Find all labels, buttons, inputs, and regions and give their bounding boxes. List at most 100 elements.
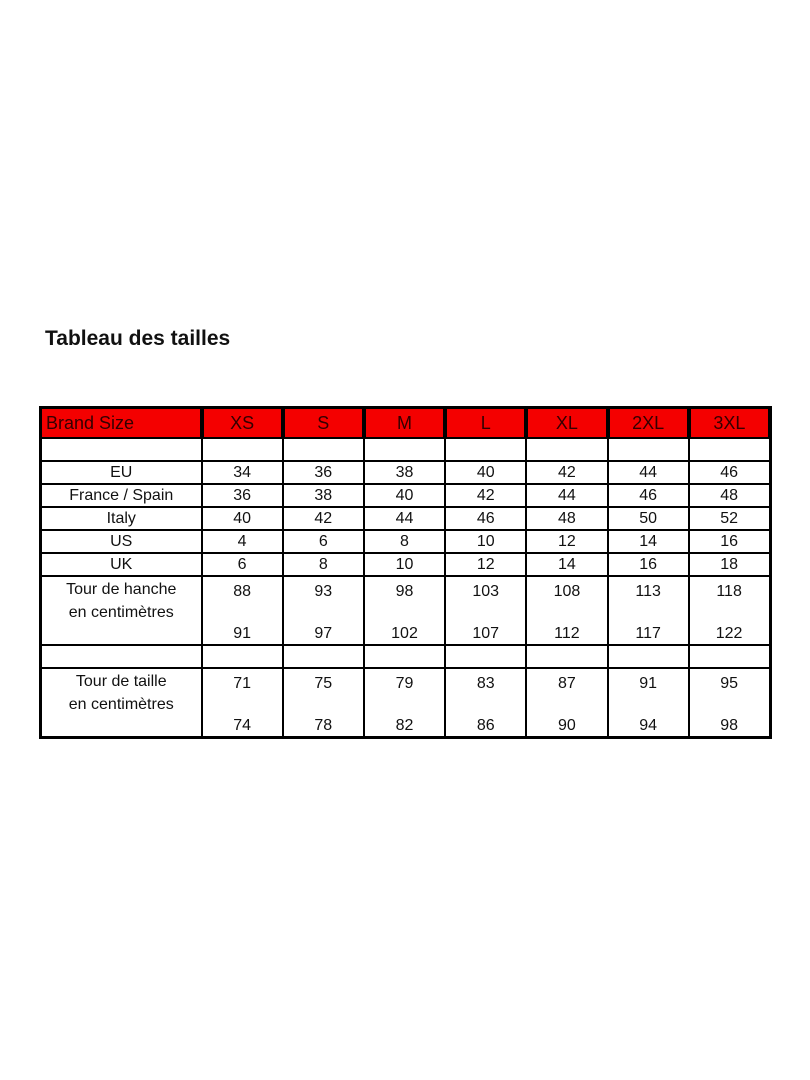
size-value: 16 bbox=[606, 552, 690, 577]
empty-cell bbox=[606, 437, 690, 462]
range-min: 103 bbox=[472, 582, 500, 600]
size-header-s: S bbox=[281, 406, 366, 439]
size-value: 46 bbox=[444, 506, 528, 531]
range-max: 98 bbox=[720, 716, 738, 734]
size-header-2xl: 2XL bbox=[606, 406, 691, 439]
row-label: France / Spain bbox=[39, 483, 203, 508]
size-value: 46 bbox=[606, 483, 690, 508]
size-header-m: M bbox=[362, 406, 448, 439]
size-value: 4 bbox=[200, 529, 284, 554]
size-value: 38 bbox=[281, 483, 365, 508]
range-max: 107 bbox=[472, 624, 500, 642]
size-value: 34 bbox=[200, 460, 284, 485]
size-value: 42 bbox=[525, 460, 609, 485]
range-max: 86 bbox=[476, 716, 495, 734]
range-max: 122 bbox=[715, 624, 743, 642]
empty-cell bbox=[200, 437, 284, 462]
table-row: France / Spain 36 38 40 42 44 46 48 bbox=[39, 483, 772, 508]
range-max: 102 bbox=[391, 624, 418, 642]
range-min: 108 bbox=[553, 582, 581, 600]
size-value: 12 bbox=[525, 529, 609, 554]
measure-range: 103 107 bbox=[444, 575, 528, 646]
label-line: en centimètres bbox=[68, 603, 174, 621]
size-value: 10 bbox=[444, 529, 528, 554]
table-row: Italy 40 42 44 46 48 50 52 bbox=[39, 506, 772, 531]
size-value: 6 bbox=[200, 552, 284, 577]
empty-cell bbox=[444, 437, 528, 462]
measure-range: 88 91 bbox=[200, 575, 284, 646]
measure-range: 79 82 bbox=[362, 667, 447, 739]
range-max: 112 bbox=[554, 624, 580, 642]
range-max: 78 bbox=[314, 716, 333, 734]
size-value: 42 bbox=[281, 506, 365, 531]
label-line: Tour de hanche bbox=[66, 580, 177, 598]
range-min: 113 bbox=[635, 582, 661, 600]
empty-cell bbox=[39, 437, 203, 462]
measure-label: Tour de hanche en centimètres bbox=[39, 575, 203, 646]
measure-range: 83 86 bbox=[444, 667, 528, 739]
range-max: 82 bbox=[395, 716, 414, 734]
size-value: 44 bbox=[362, 506, 447, 531]
measure-range: 91 94 bbox=[606, 667, 690, 739]
empty-cell bbox=[39, 644, 203, 669]
size-value: 52 bbox=[687, 506, 772, 531]
empty-cell bbox=[444, 644, 528, 669]
size-value: 44 bbox=[525, 483, 609, 508]
range-min: 87 bbox=[558, 674, 576, 692]
size-value: 38 bbox=[362, 460, 447, 485]
measure-range: 75 78 bbox=[281, 667, 365, 739]
size-value: 42 bbox=[444, 483, 528, 508]
size-header-xs: XS bbox=[200, 406, 285, 439]
size-value: 10 bbox=[362, 552, 447, 577]
table-row: US 4 6 8 10 12 14 16 bbox=[39, 529, 772, 554]
size-value: 48 bbox=[687, 483, 772, 508]
empty-cell bbox=[525, 437, 609, 462]
label-line: Tour de taille bbox=[75, 672, 167, 690]
empty-cell bbox=[362, 644, 447, 669]
size-value: 14 bbox=[525, 552, 609, 577]
measure-range: 113 117 bbox=[606, 575, 690, 646]
size-value: 14 bbox=[606, 529, 690, 554]
empty-cell bbox=[525, 644, 609, 669]
range-max: 74 bbox=[233, 716, 251, 734]
size-value: 40 bbox=[362, 483, 447, 508]
size-value: 12 bbox=[444, 552, 528, 577]
range-min: 91 bbox=[639, 674, 658, 692]
range-min: 71 bbox=[233, 674, 251, 692]
table-row: EU 34 36 38 40 42 44 46 bbox=[39, 460, 772, 485]
measure-range: 71 74 bbox=[200, 667, 284, 739]
size-value: 6 bbox=[281, 529, 365, 554]
range-min: 83 bbox=[476, 674, 495, 692]
measure-label: Tour de taille en centimètres bbox=[39, 667, 203, 739]
size-value: 18 bbox=[687, 552, 772, 577]
measure-range: 98 102 bbox=[362, 575, 447, 646]
measure-range: 87 90 bbox=[525, 667, 609, 739]
range-min: 118 bbox=[716, 582, 742, 600]
range-max: 91 bbox=[233, 624, 251, 642]
empty-cell bbox=[200, 644, 284, 669]
range-min: 98 bbox=[395, 582, 414, 600]
size-header-l: L bbox=[444, 406, 529, 439]
range-max: 94 bbox=[639, 716, 658, 734]
size-value: 50 bbox=[606, 506, 690, 531]
row-label: UK bbox=[39, 552, 203, 577]
size-value: 40 bbox=[444, 460, 528, 485]
size-header-3xl: 3XL bbox=[687, 406, 773, 439]
size-value: 36 bbox=[200, 483, 284, 508]
range-min: 79 bbox=[395, 674, 414, 692]
range-max: 117 bbox=[635, 624, 661, 642]
range-max: 97 bbox=[314, 624, 333, 642]
measure-range: 95 98 bbox=[687, 667, 772, 739]
range-max: 90 bbox=[558, 716, 576, 734]
range-min: 93 bbox=[314, 582, 333, 600]
range-min: 95 bbox=[720, 674, 738, 692]
size-chart-table: Brand Size XS S M L XL 2XL 3XL EU 34 36 38 40 42 44 46 F… bbox=[39, 406, 773, 739]
size-value: 16 bbox=[687, 529, 772, 554]
page-title: Tableau des tailles bbox=[45, 327, 231, 350]
empty-cell bbox=[281, 437, 365, 462]
empty-row bbox=[39, 437, 772, 462]
size-header-xl: XL bbox=[525, 406, 610, 439]
empty-row bbox=[39, 644, 772, 669]
measure-range: 108 112 bbox=[525, 575, 609, 646]
empty-cell bbox=[281, 644, 365, 669]
